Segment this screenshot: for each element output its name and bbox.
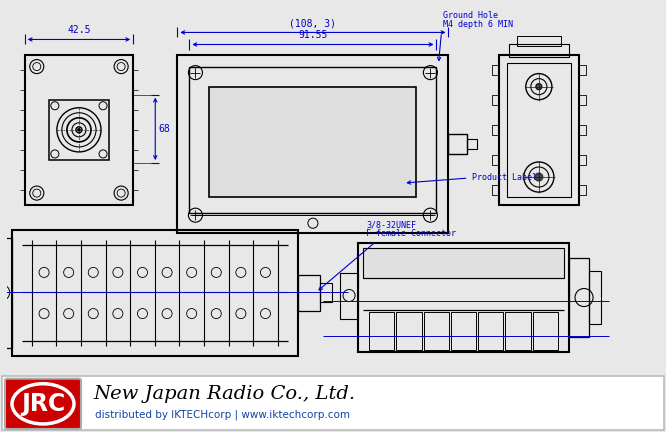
Bar xyxy=(492,95,499,105)
Text: JRC: JRC xyxy=(21,392,65,416)
Bar xyxy=(177,54,448,233)
Bar xyxy=(369,311,394,350)
Bar xyxy=(492,125,499,135)
Text: 3/8-32UNEF: 3/8-32UNEF xyxy=(366,220,416,229)
Bar xyxy=(396,311,422,350)
Bar xyxy=(579,185,586,195)
Bar xyxy=(320,283,332,302)
Bar xyxy=(478,311,503,350)
Bar xyxy=(492,64,499,75)
Bar xyxy=(448,134,467,154)
Bar xyxy=(579,155,586,165)
Bar xyxy=(499,54,579,205)
Bar xyxy=(451,311,476,350)
Bar xyxy=(492,155,499,165)
Bar xyxy=(363,248,564,279)
Bar xyxy=(467,139,477,149)
Bar xyxy=(358,243,569,352)
Bar xyxy=(0,238,12,348)
FancyBboxPatch shape xyxy=(5,379,81,429)
Text: 68: 68 xyxy=(159,124,170,134)
Text: F-female Connector: F-female Connector xyxy=(366,229,456,238)
Text: 42.5: 42.5 xyxy=(67,25,91,35)
Bar xyxy=(210,87,416,197)
Bar xyxy=(298,276,320,311)
Text: M4 depth 6 MIN: M4 depth 6 MIN xyxy=(444,20,513,29)
Text: (108, 3): (108, 3) xyxy=(290,19,336,29)
Text: 91.55: 91.55 xyxy=(298,31,328,41)
Text: Product Label: Product Label xyxy=(472,173,537,182)
Text: New Japan Radio Co., Ltd.: New Japan Radio Co., Ltd. xyxy=(93,385,355,403)
Bar xyxy=(579,95,586,105)
Bar xyxy=(579,64,586,75)
Bar xyxy=(25,54,133,205)
Bar xyxy=(569,258,589,337)
Bar xyxy=(424,311,449,350)
Bar xyxy=(492,185,499,195)
Text: Ground Hole: Ground Hole xyxy=(444,11,498,20)
Circle shape xyxy=(535,173,543,181)
Bar xyxy=(12,230,298,356)
Bar xyxy=(533,311,558,350)
Circle shape xyxy=(536,84,542,90)
Bar xyxy=(517,36,561,47)
Circle shape xyxy=(77,128,81,131)
Text: distributed by IKTECHcorp | www.iktechcorp.com: distributed by IKTECHcorp | www.iktechco… xyxy=(95,410,350,420)
Bar xyxy=(505,311,531,350)
Bar xyxy=(49,100,109,160)
Bar xyxy=(340,273,358,319)
Bar xyxy=(509,44,569,57)
Bar xyxy=(579,125,586,135)
Bar xyxy=(189,67,436,213)
Bar xyxy=(589,271,601,324)
Bar xyxy=(507,63,571,197)
